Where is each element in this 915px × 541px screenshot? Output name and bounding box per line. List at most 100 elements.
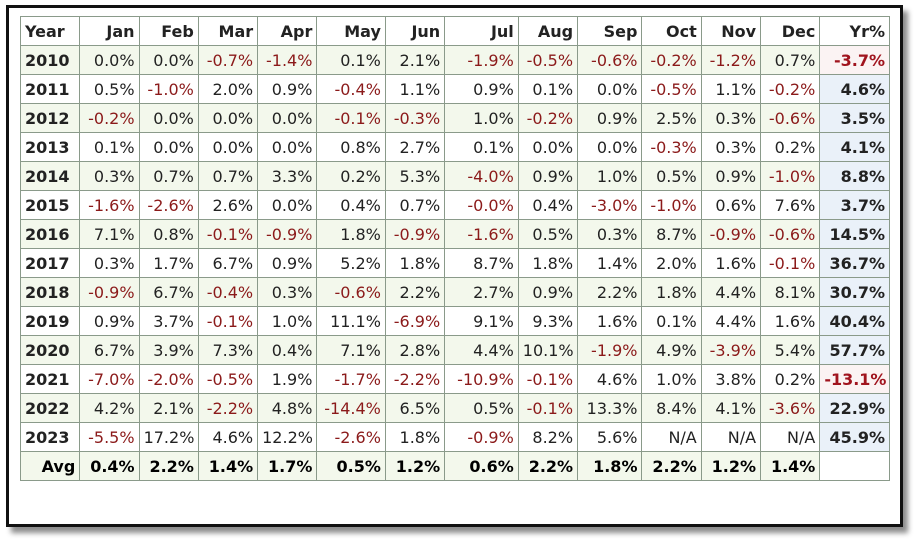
table-row: 2022 4.2% 2.1% -2.2% 4.8% -14.4% 6.5% 0.5% -0.1%… (19, 393, 890, 423)
monthly-return-cell: -2.0% (138, 364, 199, 394)
monthly-return-cell: -0.2% (79, 103, 140, 133)
average-month-cell: 2.2% (517, 451, 579, 481)
monthly-return-cell: 6.5% (384, 393, 446, 423)
header-row: Year Jan Feb Mar Apr May Jun Jul Aug Sep Oct Nov Dec… (19, 16, 890, 46)
monthly-returns-table: Year Jan Feb Mar Apr May Jun Jul Aug Sep Oct Nov Dec… (19, 16, 890, 481)
monthly-return-cell: -3.0% (577, 190, 643, 220)
monthly-return-cell: 2.0% (641, 248, 702, 278)
monthly-return-cell: 0.9% (79, 306, 140, 336)
monthly-return-cell: -0.2% (517, 103, 579, 133)
table-row: 2023 -5.5% 17.2% 4.6% 12.2% -2.6% 1.8% -0.9% 8.2… (19, 422, 890, 452)
monthly-return-cell: 0.9% (700, 161, 762, 191)
column-header-dec: Dec (760, 16, 821, 46)
monthly-return-cell: 13.3% (577, 393, 643, 423)
monthly-return-cell: 0.0% (138, 132, 199, 162)
monthly-return-cell: 1.6% (760, 306, 821, 336)
column-header-jul: Jul (444, 16, 519, 46)
column-header-feb: Feb (138, 16, 199, 46)
monthly-return-cell: 1.0% (444, 103, 519, 133)
monthly-return-cell: 8.7% (641, 219, 702, 249)
monthly-return-cell: 7.6% (760, 190, 821, 220)
monthly-return-cell: -1.0% (641, 190, 702, 220)
monthly-return-cell: -0.9% (700, 219, 762, 249)
monthly-return-cell: -0.6% (577, 45, 643, 75)
average-month-cell: 1.2% (700, 451, 762, 481)
table-row: 2020 6.7% 3.9% 7.3% 0.4% 7.1% 2.8% 4.4% 10.1% -1.… (19, 335, 890, 365)
column-header-year: Year (19, 16, 81, 46)
monthly-return-cell: 0.7% (384, 190, 446, 220)
monthly-return-cell: -0.3% (641, 132, 702, 162)
monthly-return-cell: 0.4% (257, 335, 318, 365)
average-month-cell: 0.5% (316, 451, 386, 481)
average-month-cell: 2.2% (641, 451, 702, 481)
yearly-return-cell: 40.4% (819, 306, 890, 336)
monthly-return-cell: -0.1% (517, 393, 579, 423)
monthly-return-cell: 0.9% (517, 277, 579, 307)
monthly-return-cell: -3.6% (760, 393, 821, 423)
monthly-return-cell: -1.4% (257, 45, 318, 75)
monthly-return-cell: 0.3% (79, 248, 140, 278)
monthly-return-cell: 0.0% (577, 74, 643, 104)
row-year-label: 2021 (19, 364, 81, 394)
table-row: 2012 -0.2% 0.0% 0.0% 0.0% -0.1% -0.3% 1.0% -0.2%… (19, 103, 890, 133)
monthly-return-cell: 2.1% (384, 45, 446, 75)
monthly-return-cell: 0.3% (700, 132, 762, 162)
monthly-return-cell: 2.1% (138, 393, 199, 423)
row-year-label: 2020 (19, 335, 81, 365)
monthly-return-cell: 0.5% (517, 219, 579, 249)
monthly-return-cell: -0.5% (517, 45, 579, 75)
column-header-yrpct: Yr% (819, 16, 890, 46)
monthly-return-cell: -0.9% (444, 422, 519, 452)
monthly-return-cell: -0.9% (384, 219, 446, 249)
table-row: 2010 0.0% 0.0% -0.7% -1.4% 0.1% 2.1% -1.9% -0.5%… (19, 45, 890, 75)
monthly-return-cell: -0.1% (760, 248, 821, 278)
monthly-return-cell: 7.1% (79, 219, 140, 249)
monthly-return-cell: -0.0% (444, 190, 519, 220)
monthly-return-cell: 7.3% (197, 335, 259, 365)
column-header-aug: Aug (517, 16, 579, 46)
yearly-return-cell: 3.7% (819, 190, 890, 220)
monthly-return-cell: 0.1% (444, 132, 519, 162)
monthly-return-cell: N/A (760, 422, 821, 452)
monthly-return-cell: 17.2% (138, 422, 199, 452)
monthly-return-cell: 0.8% (138, 219, 199, 249)
yearly-return-cell: 14.5% (819, 219, 890, 249)
monthly-return-cell: 0.4% (517, 190, 579, 220)
monthly-return-cell: 0.3% (257, 277, 318, 307)
monthly-return-cell: 0.0% (257, 103, 318, 133)
monthly-return-cell: -0.1% (316, 103, 386, 133)
monthly-return-cell: -1.0% (760, 161, 821, 191)
monthly-return-cell: 0.4% (316, 190, 386, 220)
monthly-return-cell: -0.1% (517, 364, 579, 394)
monthly-return-cell: 2.7% (384, 132, 446, 162)
monthly-return-cell: -0.9% (79, 277, 140, 307)
table-row: 2014 0.3% 0.7% 0.7% 3.3% 0.2% 5.3% -4.0% 0.9% 1.0… (19, 161, 890, 191)
monthly-return-cell: -0.4% (197, 277, 259, 307)
monthly-return-cell: 0.5% (641, 161, 702, 191)
monthly-return-cell: 1.8% (517, 248, 579, 278)
monthly-return-cell: 4.6% (577, 364, 643, 394)
monthly-return-cell: 3.9% (138, 335, 199, 365)
monthly-return-cell: 3.3% (257, 161, 318, 191)
column-header-apr: Apr (257, 16, 318, 46)
monthly-return-cell: N/A (641, 422, 702, 452)
monthly-return-cell: 0.9% (517, 161, 579, 191)
monthly-return-cell: 9.1% (444, 306, 519, 336)
monthly-return-cell: 0.0% (197, 132, 259, 162)
monthly-return-cell: 1.1% (700, 74, 762, 104)
monthly-return-cell: -1.9% (577, 335, 643, 365)
row-year-label: 2014 (19, 161, 81, 191)
monthly-return-cell: 0.9% (577, 103, 643, 133)
monthly-return-cell: 11.1% (316, 306, 386, 336)
row-year-label: 2023 (19, 422, 81, 452)
yearly-return-cell: 36.7% (819, 248, 890, 278)
yearly-return-cell: 22.9% (819, 393, 890, 423)
monthly-return-cell: 2.0% (197, 74, 259, 104)
monthly-return-cell: 4.4% (700, 306, 762, 336)
average-yearly-empty-cell (819, 451, 890, 481)
monthly-return-cell: 12.2% (257, 422, 318, 452)
monthly-return-cell: -0.1% (197, 306, 259, 336)
monthly-return-cell: 2.8% (384, 335, 446, 365)
monthly-return-cell: 0.9% (444, 74, 519, 104)
monthly-return-cell: -0.5% (641, 74, 702, 104)
